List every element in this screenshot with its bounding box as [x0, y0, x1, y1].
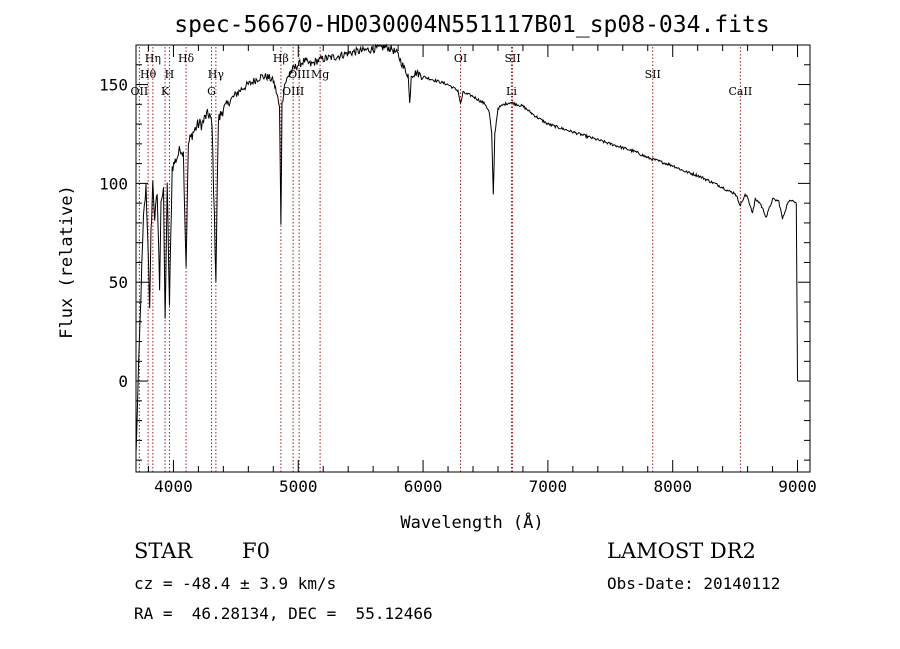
redshift-readout: cz = -48.4 ± 3.9 km/s [134, 574, 337, 593]
object-class: STAR [134, 539, 193, 563]
spectral-line-label: Hη [145, 52, 161, 65]
spectral-line-label: Hγ [208, 68, 225, 81]
x-axis-label: Wavelength (Å) [400, 511, 543, 533]
spectral-line-label: Mg [311, 68, 329, 81]
spectral-line-label: K [161, 85, 170, 98]
spectral-line-label: SII [504, 52, 520, 65]
axis-ticks: 4000 5000 6000 7000 8000 9000 0 50 100 150 [99, 45, 817, 496]
y-tick-label: 50 [109, 273, 128, 292]
spectral-line-label: OII [131, 85, 149, 98]
obs-date: Obs-Date: 20140112 [607, 574, 781, 593]
x-tick-label: 7000 [529, 477, 568, 496]
object-subclass: F0 [242, 539, 270, 563]
spectral-line-label: H [165, 68, 175, 81]
chart-title: spec-56670-HD030004N551117B01_sp08-034.f… [174, 12, 769, 38]
spectral-line-label: SII [645, 68, 661, 81]
spectral-line-label: Hδ [178, 52, 195, 65]
spectral-line-label: CaII [729, 85, 753, 98]
x-tick-label: 5000 [279, 477, 318, 496]
x-tick-label: 6000 [404, 477, 443, 496]
y-tick-label: 150 [99, 76, 128, 95]
spectral-line-label: OIII [282, 85, 304, 98]
spectral-line-label: Li [506, 85, 517, 98]
coordinates: RA = 46.28134, DEC = 55.12466 [134, 604, 433, 623]
spectral-line-label: Hβ [273, 52, 289, 65]
spectral-line-label: OI [454, 52, 467, 65]
plot-area [135, 43, 798, 455]
spectrum-line [135, 43, 798, 455]
x-tick-label: 8000 [653, 477, 692, 496]
spectral-line-label: G [207, 85, 216, 98]
y-tick-label: 100 [99, 174, 128, 193]
y-tick-label: 0 [118, 372, 128, 391]
spectral-line-label: OIII [288, 68, 310, 81]
plot-frame [135, 44, 811, 473]
survey-name: LAMOST DR2 [607, 539, 756, 563]
x-tick-label: 9000 [778, 477, 817, 496]
y-axis-label: Flux (relative) [57, 185, 77, 339]
spectral-line-label: Hθ [140, 68, 157, 81]
x-tick-label: 4000 [154, 477, 193, 496]
